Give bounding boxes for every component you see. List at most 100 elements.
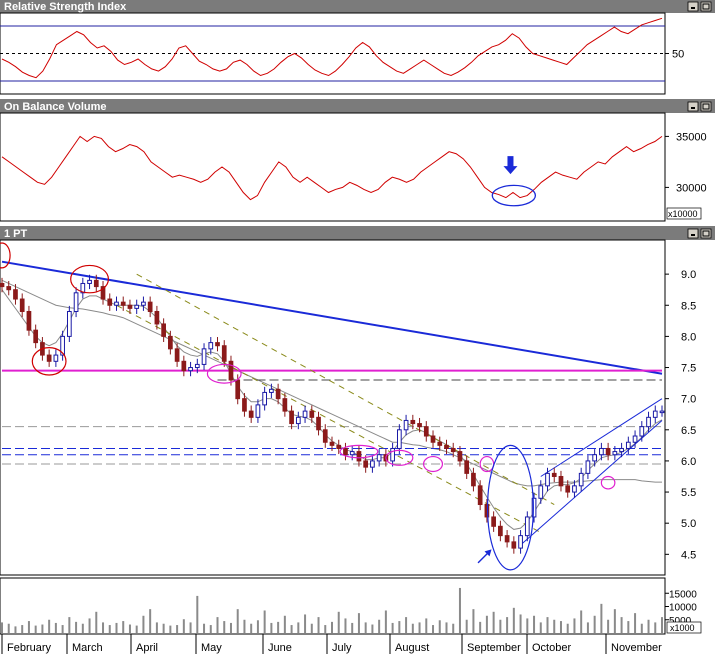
obv-window-controls[interactable]	[687, 101, 712, 112]
maximize-icon[interactable]	[700, 1, 712, 12]
candle-body	[343, 447, 348, 456]
price-title: 1 PT	[4, 228, 28, 240]
candle-body	[558, 475, 564, 487]
rsi-window-controls[interactable]	[687, 1, 712, 12]
minimize-icon[interactable]	[687, 101, 699, 112]
rsi-header	[0, 0, 715, 13]
obv-panel: On Balance Volume 35000 30000 x10000	[0, 99, 715, 222]
month-axis: February March April May June July August Septe…	[1, 634, 662, 654]
candle-body	[107, 298, 113, 306]
candle-body	[80, 282, 86, 294]
candle-body	[194, 363, 200, 369]
candle-body	[53, 354, 59, 362]
candle-body	[6, 286, 12, 291]
price-panel: 1 PT 9.0 8.5 8.0 7.5 7.0 6.5 6.0 5.5 5.0 4.5	[0, 226, 715, 576]
candle-body	[269, 388, 274, 393]
month-label: April	[136, 642, 158, 654]
month-label: July	[332, 642, 352, 654]
candle-body	[444, 444, 449, 449]
rsi-line	[1, 17, 663, 79]
candle-body	[127, 304, 133, 309]
month-label: June	[268, 642, 292, 654]
obv-header	[0, 99, 715, 113]
candle-body	[66, 310, 72, 337]
month-label: September	[467, 642, 521, 654]
candle-body	[498, 525, 503, 537]
candle-body	[255, 404, 261, 418]
candle-body	[396, 429, 402, 449]
price-tick-label: 6.5	[681, 425, 696, 437]
candle-body	[464, 460, 470, 474]
volume-tick-label: 15000	[669, 589, 697, 600]
candle-body	[531, 497, 537, 518]
candle-body	[376, 454, 382, 462]
candle-body	[471, 472, 476, 487]
candle-body	[87, 279, 92, 284]
candle-body	[484, 504, 490, 518]
candle-body	[659, 410, 665, 414]
highlight-low-jul	[339, 444, 379, 459]
candle-body	[329, 441, 335, 446]
candle-body	[46, 354, 52, 362]
downtrend-line	[1, 260, 663, 375]
candle-body	[572, 485, 577, 493]
price-tick-label: 8.5	[681, 300, 696, 312]
candle-body	[403, 419, 409, 431]
candle-body	[309, 410, 315, 418]
month-label: May	[201, 642, 222, 654]
candle-body	[316, 416, 321, 431]
highlight-low-aug	[422, 455, 444, 473]
candle-body	[19, 298, 25, 312]
candle-body	[228, 360, 234, 381]
maximize-icon[interactable]	[700, 101, 712, 112]
candle-body	[538, 485, 544, 499]
price-tick-label: 7.0	[681, 394, 696, 406]
obv-unit-box	[666, 207, 702, 220]
minimize-icon[interactable]	[687, 1, 699, 12]
up-right-arrow-icon	[477, 549, 492, 564]
uptrend-upper-line	[540, 398, 663, 477]
obv-tick-label: 30000	[676, 182, 707, 194]
price-header	[0, 226, 715, 240]
candle-body	[154, 310, 160, 325]
channel-lower-line	[116, 304, 542, 533]
candle-body	[188, 367, 193, 372]
candle-body	[599, 447, 604, 456]
highlight-low-jul-2	[385, 449, 414, 466]
volume-unit-label: x1000	[670, 623, 695, 633]
candle-body	[370, 460, 375, 468]
rsi-panel: Relative Strength Index 50	[0, 0, 715, 95]
obv-plot-area	[0, 112, 666, 222]
candle-body	[504, 535, 510, 543]
candle-body	[551, 472, 557, 477]
candle-body	[282, 398, 288, 412]
month-label: February	[7, 642, 52, 654]
volume-tick-label: 5000	[669, 616, 692, 627]
candle-body	[242, 398, 247, 412]
candle-body	[289, 410, 294, 425]
price-window-controls[interactable]	[687, 228, 712, 239]
candle-body	[295, 416, 301, 425]
moving-average-long	[1, 279, 662, 487]
candle-body	[585, 460, 591, 474]
maximize-icon[interactable]	[700, 228, 712, 239]
candle-body	[592, 454, 598, 462]
candle-body	[26, 310, 32, 331]
price-tick-label: 9.0	[681, 269, 696, 281]
candle-body	[336, 444, 342, 449]
candle-body	[302, 410, 308, 418]
minimize-icon[interactable]	[687, 228, 699, 239]
month-label: August	[395, 642, 429, 654]
uptrend-lower-line	[520, 420, 663, 546]
candle-body	[275, 388, 281, 400]
highlight-retest-oct	[600, 475, 616, 490]
rsi-title: Relative Strength Index	[4, 1, 127, 13]
candle-body	[13, 289, 18, 300]
candle-body	[619, 447, 624, 453]
obv-title: On Balance Volume	[4, 101, 107, 113]
price-tick-label: 4.5	[681, 549, 696, 561]
price-plot-area	[0, 239, 666, 576]
month-label: October	[532, 642, 571, 654]
candle-body	[437, 441, 443, 446]
candle-body	[491, 516, 496, 527]
